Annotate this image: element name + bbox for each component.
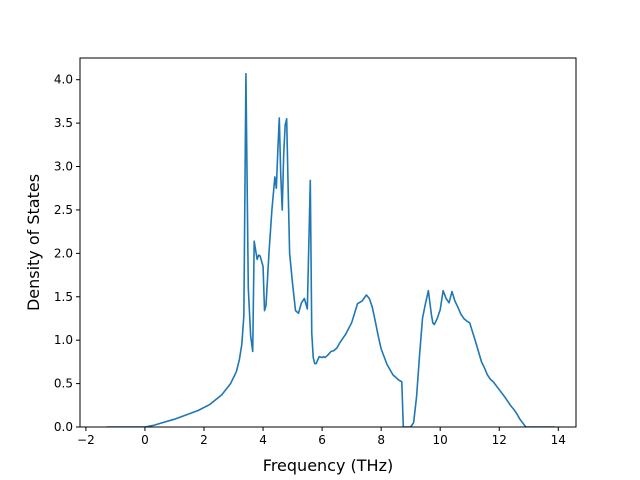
axes-frame	[79, 57, 577, 428]
x-tick-label: 2	[200, 433, 208, 447]
x-tick-label: 6	[318, 433, 326, 447]
x-tick-label: −2	[77, 433, 95, 447]
x-tick-label: 14	[551, 433, 566, 447]
y-tick-label: 0.0	[54, 420, 73, 434]
x-tick-label: 4	[259, 433, 267, 447]
x-tick-label: 12	[492, 433, 507, 447]
y-tick-label: 1.5	[54, 290, 73, 304]
y-tick-label: 2.0	[54, 246, 73, 260]
x-tick-label: 0	[141, 433, 149, 447]
y-tick-label: 0.5	[54, 377, 73, 391]
x-tick-label: 10	[433, 433, 448, 447]
dos-series-line-0	[106, 72, 556, 427]
x-axis-ticks: −2 0 2 4 6 8 10 12 14	[77, 427, 566, 447]
y-tick-label: 3.5	[54, 116, 73, 130]
y-tick-label: 3.0	[54, 160, 73, 174]
x-tick-label: 8	[377, 433, 385, 447]
y-tick-label: 1.0	[54, 333, 73, 347]
series-layer	[106, 72, 556, 427]
y-tick-label: 4.0	[54, 73, 73, 87]
y-axis-ticks: 0.0 0.5 1.0 1.5 2.0 2.5 3.0 3.5 4.0	[54, 73, 80, 434]
y-tick-label: 2.5	[54, 203, 73, 217]
y-axis-label: Density of States	[24, 174, 43, 311]
x-axis-label: Frequency (THz)	[263, 456, 393, 475]
